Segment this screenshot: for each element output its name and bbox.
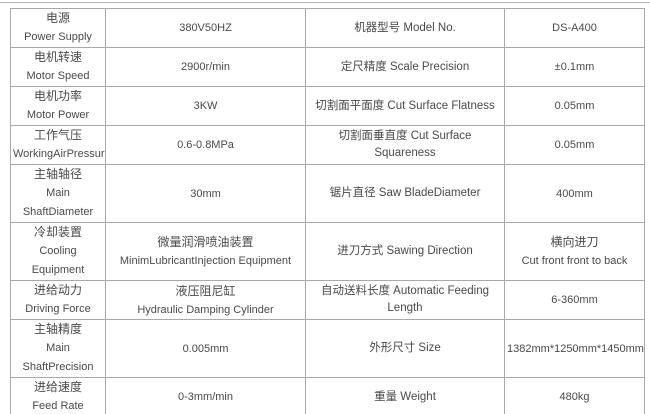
param-name-cell: 工作气压 WorkingAirPressure bbox=[10, 125, 106, 165]
param-zh: 工作气压 bbox=[33, 128, 82, 142]
param-en: Motor Power bbox=[26, 109, 90, 121]
param-value-cell: 400mm bbox=[504, 164, 645, 223]
param-value-cell: 0.05mm bbox=[504, 125, 645, 165]
param-label: 机器型号 Model No. bbox=[354, 21, 456, 34]
param-value-cell: 0.005mm bbox=[105, 319, 306, 378]
param-zh: 电机转速 bbox=[33, 50, 82, 64]
param-value-cell: 0.6-0.8MPa bbox=[105, 125, 306, 165]
value-line: MinimLubricantInjection Equipment bbox=[119, 255, 292, 267]
value-line: 0.05mm bbox=[554, 139, 595, 151]
param-value-cell: 1382mm*1250mm*1450mm bbox=[504, 319, 645, 378]
value-line: 液压阻尼缸 bbox=[175, 283, 236, 298]
table-row: 工作气压 WorkingAirPressure 0.6-0.8MPa 切割面垂直… bbox=[10, 125, 645, 165]
value-line: 480kg bbox=[559, 391, 590, 403]
param-zh: 冷却装置 bbox=[33, 225, 82, 239]
param-en: Main ShaftPrecision bbox=[22, 342, 94, 373]
param-zh: 进给速度 bbox=[33, 380, 82, 394]
value-line: 2900r/min bbox=[181, 61, 230, 73]
specification-table: 电源 Power Supply 380V50HZ 机器型号 Model No. … bbox=[10, 8, 645, 414]
value-line: 0.6-0.8MPa bbox=[177, 139, 234, 151]
top-divider bbox=[0, 2, 650, 3]
param-en: Power Supply bbox=[24, 31, 92, 43]
param-name-cell: 电机功率 Motor Power bbox=[10, 86, 106, 126]
param-name-cell: 机器型号 Model No. bbox=[305, 8, 505, 48]
param-en: Driving Force bbox=[25, 303, 91, 315]
table-row: 电源 Power Supply 380V50HZ 机器型号 Model No. … bbox=[10, 8, 645, 48]
value-line: Hydraulic Damping Cylinder bbox=[137, 303, 274, 316]
param-label: 进刀方式 Sawing Direction bbox=[337, 245, 473, 257]
param-label: 定尺精度 Scale Precision bbox=[340, 60, 470, 73]
param-name-cell: 自动送料长度 Automatic Feeding Length bbox=[305, 280, 505, 320]
param-label: 自动送料长度 Automatic Feeding Length bbox=[320, 285, 490, 314]
param-zh: 进给动力 bbox=[33, 283, 82, 297]
param-value-cell: DS-A400 bbox=[504, 8, 645, 48]
param-name-cell: 重量 Weight bbox=[305, 377, 505, 414]
param-name-cell: 电源 Power Supply bbox=[10, 8, 106, 48]
param-name-cell: 冷却装置 Cooling Equipment bbox=[10, 222, 106, 281]
param-en: Feed Rate bbox=[32, 400, 84, 412]
param-value-cell: 0.05mm bbox=[504, 86, 645, 126]
param-name-cell: 锯片直径 Saw BladeDiameter bbox=[305, 164, 505, 223]
param-name-cell: 进刀方式 Sawing Direction bbox=[305, 222, 505, 281]
param-value-cell: 480kg bbox=[504, 377, 645, 414]
value-line: 6-360mm bbox=[551, 294, 598, 306]
table-row: 主轴轴径 Main ShaftDiameter 30mm 锯片直径 Saw Bl… bbox=[10, 164, 645, 223]
param-label: 外形尺寸 Size bbox=[369, 342, 441, 354]
value-line: 横向进刀 bbox=[550, 235, 599, 249]
value-line: Cut front front to back bbox=[521, 255, 628, 267]
param-zh: 电机功率 bbox=[33, 89, 82, 103]
param-value-cell: ±0.1mm bbox=[504, 47, 645, 87]
param-en: Cooling Equipment bbox=[31, 245, 85, 276]
value-line: DS-A400 bbox=[552, 22, 597, 34]
table-row: 进给动力 Driving Force 液压阻尼缸 Hydraulic Dampi… bbox=[10, 280, 645, 320]
param-label: 切割面平面度 Cut Surface Flatness bbox=[315, 99, 495, 112]
table-row: 电机转速 Motor Speed 2900r/min 定尺精度 Scale Pr… bbox=[10, 47, 645, 87]
param-value-cell: 380V50HZ bbox=[105, 8, 306, 48]
param-value-cell: 微量润滑喷油装置 MinimLubricantInjection Equipme… bbox=[105, 222, 306, 281]
value-line: 0-3mm/min bbox=[177, 391, 233, 403]
param-en: Main ShaftDiameter bbox=[22, 187, 94, 218]
param-label: 锯片直径 Saw BladeDiameter bbox=[329, 187, 481, 199]
value-line: 0.05mm bbox=[554, 100, 595, 112]
param-name-cell: 进给动力 Driving Force bbox=[10, 280, 106, 320]
param-zh: 主轴轴径 bbox=[33, 167, 82, 181]
param-value-cell: 液压阻尼缸 Hydraulic Damping Cylinder bbox=[105, 280, 306, 320]
value-line: 0.005mm bbox=[182, 342, 229, 355]
table-row: 冷却装置 Cooling Equipment 微量润滑喷油装置 MinimLub… bbox=[10, 222, 645, 281]
param-zh: 主轴精度 bbox=[33, 322, 82, 336]
value-line: 1382mm*1250mm*1450mm bbox=[507, 342, 644, 355]
param-value-cell: 6-360mm bbox=[504, 280, 645, 320]
value-line: 微量润滑喷油装置 bbox=[157, 235, 254, 249]
param-name-cell: 主轴精度 Main ShaftPrecision bbox=[10, 319, 106, 378]
param-name-cell: 切割面垂直度 Cut Surface Squareness bbox=[305, 125, 505, 165]
param-name-cell: 切割面平面度 Cut Surface Flatness bbox=[305, 86, 505, 126]
param-en: WorkingAirPressure bbox=[13, 148, 106, 160]
value-line: 30mm bbox=[190, 187, 221, 200]
value-line: 400mm bbox=[556, 187, 593, 200]
value-line: ±0.1mm bbox=[554, 61, 595, 73]
param-label: 重量 Weight bbox=[374, 390, 436, 403]
param-value-cell: 0-3mm/min bbox=[105, 377, 306, 414]
param-value-cell: 30mm bbox=[105, 164, 306, 223]
table-row: 电机功率 Motor Power 3KW 切割面平面度 Cut Surface … bbox=[10, 86, 645, 126]
param-name-cell: 定尺精度 Scale Precision bbox=[305, 47, 505, 87]
param-value-cell: 横向进刀 Cut front front to back bbox=[504, 222, 645, 281]
table-row: 主轴精度 Main ShaftPrecision 0.005mm 外形尺寸 Si… bbox=[10, 319, 645, 378]
param-zh: 电源 bbox=[45, 11, 70, 25]
param-name-cell: 主轴轴径 Main ShaftDiameter bbox=[10, 164, 106, 223]
value-line: 380V50HZ bbox=[179, 22, 232, 34]
value-line: 3KW bbox=[193, 100, 218, 112]
param-value-cell: 3KW bbox=[105, 86, 306, 126]
param-name-cell: 电机转速 Motor Speed bbox=[10, 47, 106, 87]
param-en: Motor Speed bbox=[26, 70, 90, 82]
param-name-cell: 外形尺寸 Size bbox=[305, 319, 505, 378]
param-name-cell: 进给速度 Feed Rate bbox=[10, 377, 106, 414]
param-value-cell: 2900r/min bbox=[105, 47, 306, 87]
param-label: 切割面垂直度 Cut Surface Squareness bbox=[338, 130, 472, 159]
table-row: 进给速度 Feed Rate 0-3mm/min 重量 Weight 480kg bbox=[10, 377, 645, 414]
